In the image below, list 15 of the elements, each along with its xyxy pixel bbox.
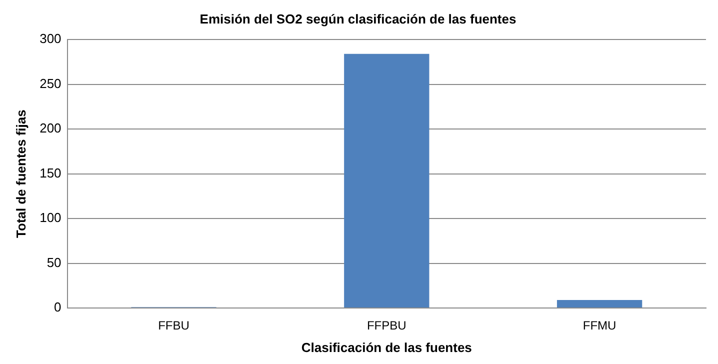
x-axis-title: Clasificación de las fuentes — [301, 340, 472, 355]
bar — [344, 54, 430, 308]
y-tick-label: 200 — [40, 120, 62, 136]
chart-title: Emisión del SO2 según clasificación de las fuentes — [200, 11, 516, 26]
y-tick-label: 150 — [40, 165, 62, 180]
y-axis-title: Total de fuentes fijas — [13, 110, 28, 238]
y-tick-label: 50 — [46, 254, 62, 270]
y-tick-label: 0 — [54, 300, 62, 315]
bar — [556, 300, 642, 308]
x-tick-label: FFPBU — [366, 318, 406, 333]
y-tick-label: 300 — [40, 31, 62, 46]
x-tick-label: FFMU — [582, 318, 616, 333]
y-tick-label: 100 — [40, 210, 62, 226]
y-tick-label: 250 — [40, 76, 62, 91]
x-tick-label: FFBU — [158, 318, 190, 333]
